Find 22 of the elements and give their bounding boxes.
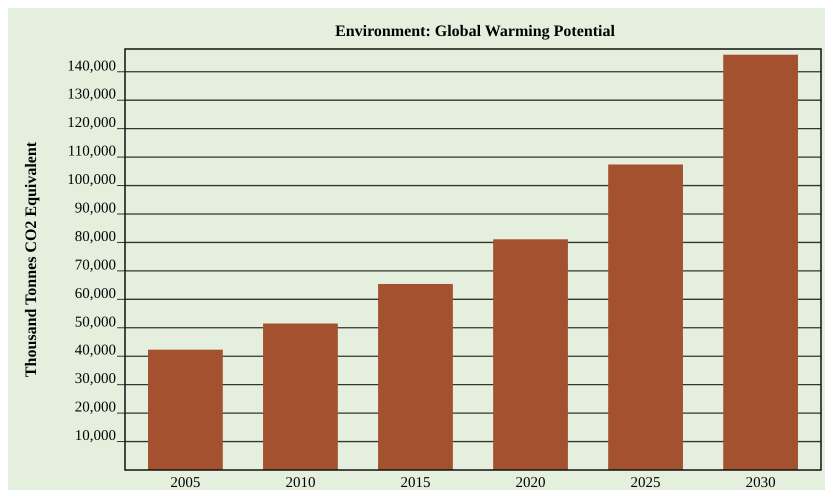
y-tick-label: 70,000	[74, 257, 116, 274]
y-tick-label: 130,000	[67, 86, 116, 103]
y-tick-label: 100,000	[67, 172, 116, 188]
y-tick-label: 140,000	[67, 58, 116, 74]
y-axis-title: Thousand Tonnes CO2 Equivalent	[23, 141, 40, 378]
x-tick-label: 2005	[170, 475, 200, 491]
y-tick-label: 10,000	[74, 428, 116, 444]
x-tick-label: 2020	[516, 475, 546, 491]
x-tick-label: 2010	[285, 475, 316, 491]
y-tick-label: 30,000	[74, 371, 116, 388]
y-tick-label: 90,000	[74, 200, 116, 216]
x-tick-label: 2025	[630, 475, 661, 491]
y-tick-label: 120,000	[67, 115, 116, 132]
y-tick-label: 80,000	[74, 228, 116, 245]
x-tick-label: 2015	[400, 475, 430, 491]
y-tick-label: 60,000	[74, 286, 116, 302]
y-tick-label: 50,000	[74, 314, 116, 330]
x-tick-label: 2030	[746, 475, 776, 491]
y-tick-label: 40,000	[74, 342, 116, 359]
chart-title: Environment: Global Warming Potential	[335, 23, 616, 40]
y-tick-label: 110,000	[68, 144, 116, 160]
y-tick-label: 20,000	[74, 400, 116, 416]
